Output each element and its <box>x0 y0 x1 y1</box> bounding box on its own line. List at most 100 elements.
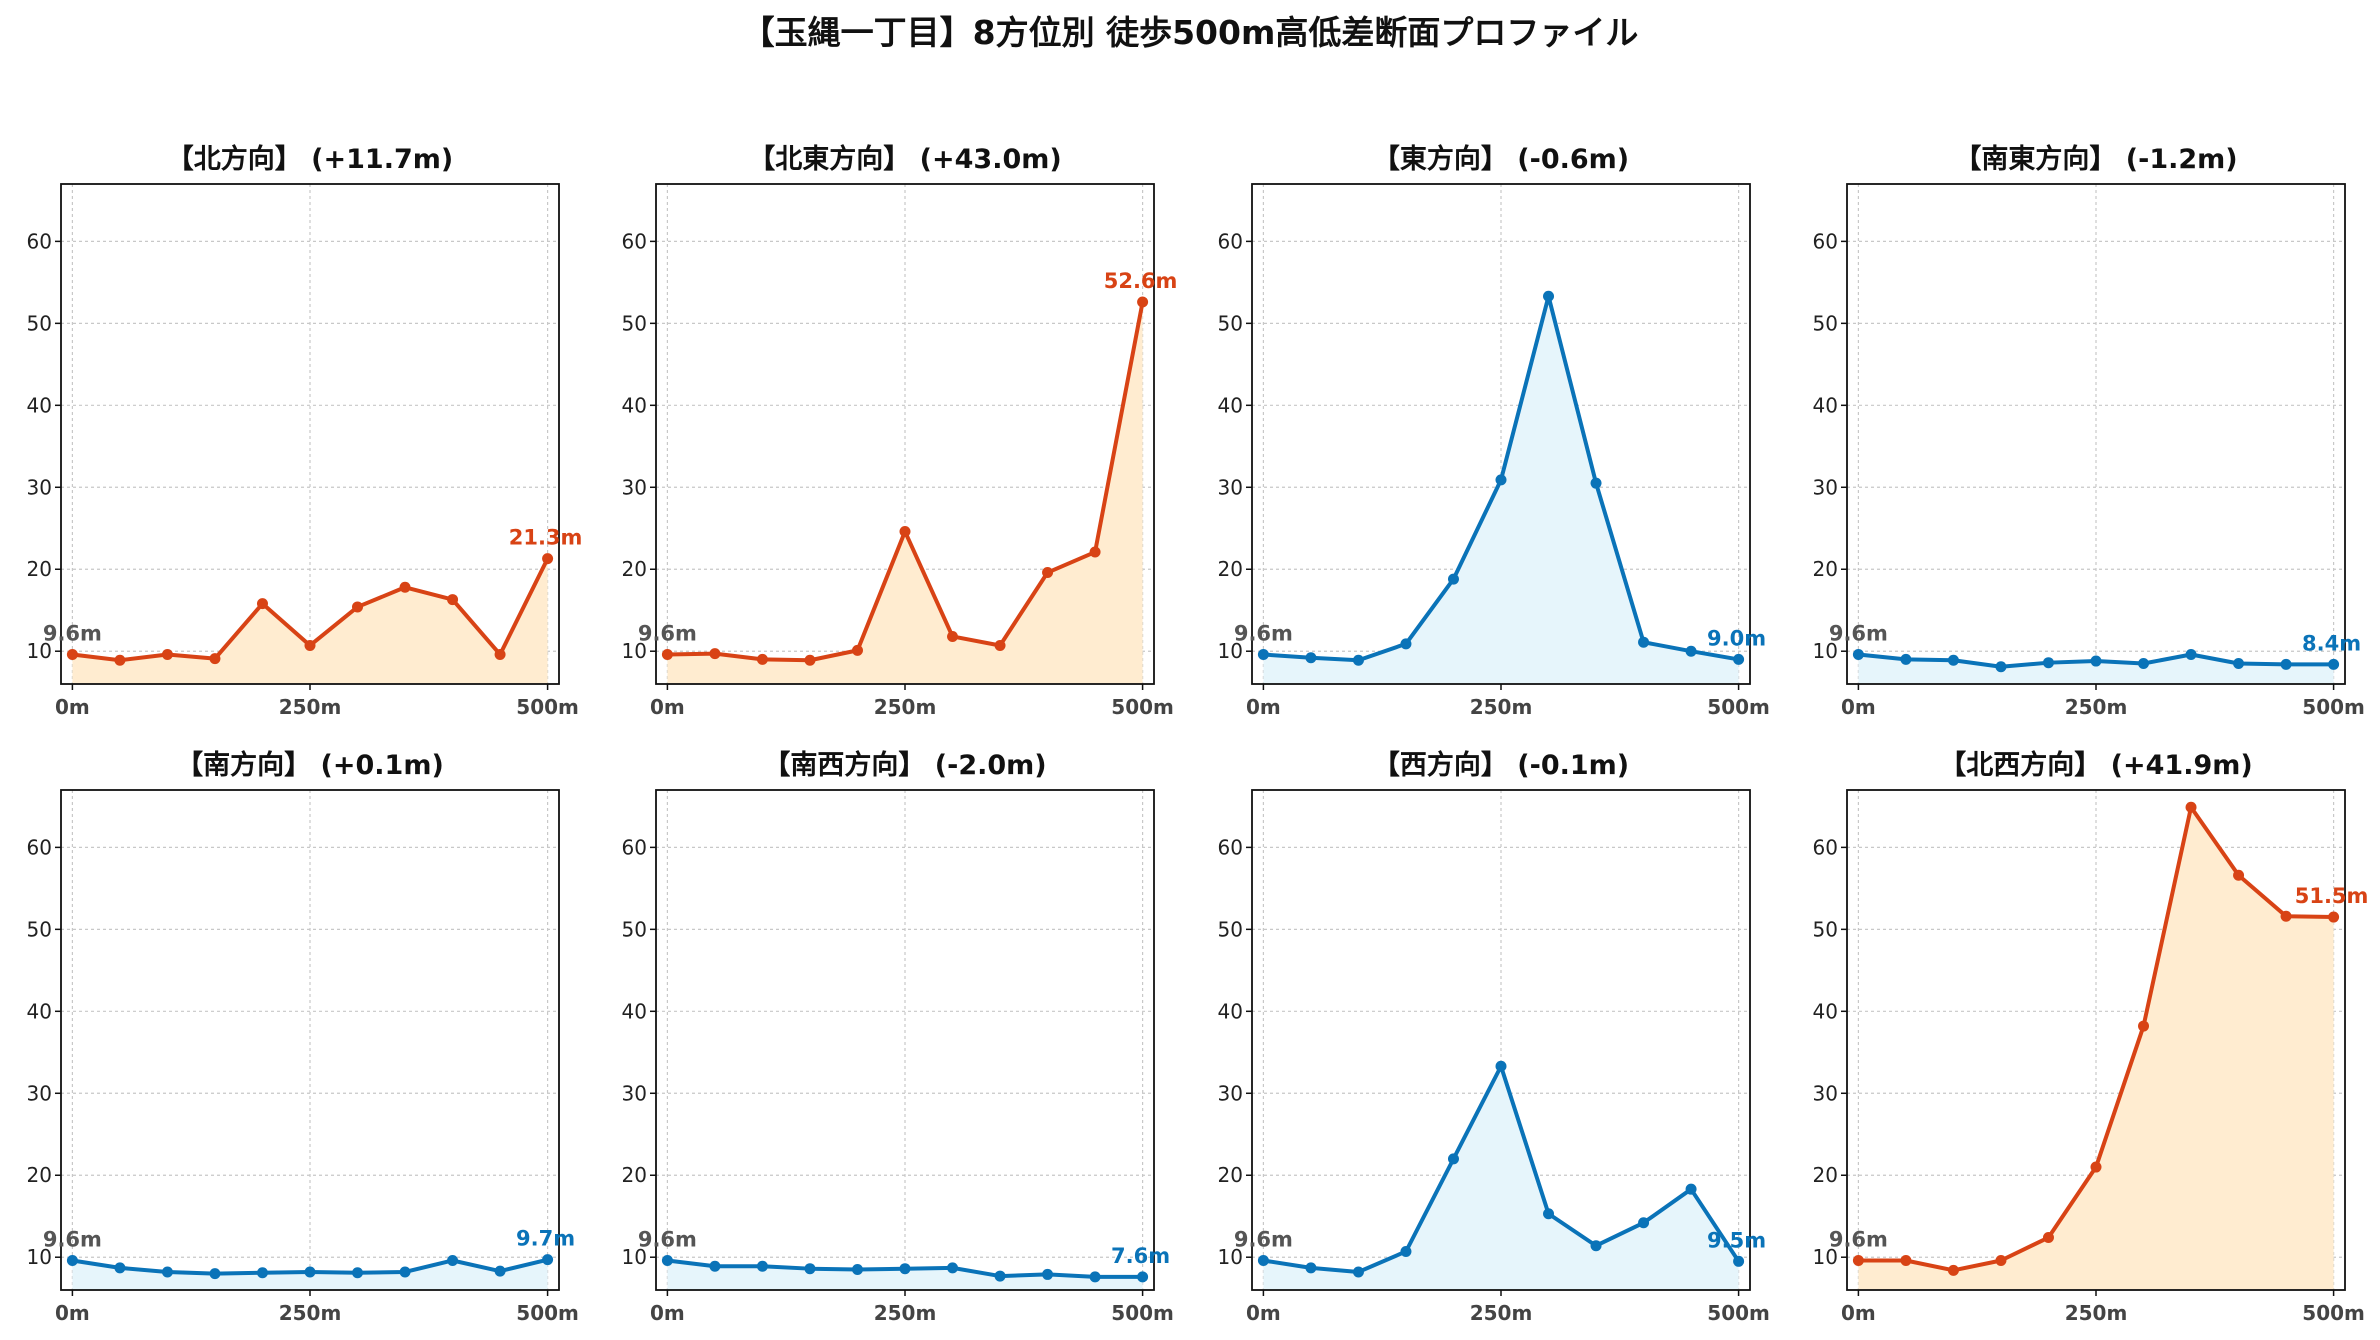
y-tick-label: 20 <box>27 1163 52 1187</box>
y-tick-label: 40 <box>1813 999 1838 1023</box>
y-tick-label: 50 <box>1218 917 1243 941</box>
data-point <box>1305 1262 1317 1274</box>
data-point <box>161 1266 173 1278</box>
data-point <box>1995 1254 2007 1266</box>
profile-panel: 【北西方向】 (+41.9m) 10 20 30 40 50 60 0m 250m 500m 9.6… <box>1813 749 2369 1325</box>
start-elevation-label: 9.6m <box>638 621 697 645</box>
start-elevation-label: 9.6m <box>1234 621 1293 645</box>
data-point <box>709 1260 721 1272</box>
y-tick-label: 10 <box>1813 1245 1838 1269</box>
profile-panel: 【北方向】 (+11.7m) 10 20 30 40 50 60 0m 250m 500m 9.6m… <box>27 143 583 719</box>
y-tick-label: 60 <box>1813 229 1838 253</box>
data-point <box>804 654 816 666</box>
panel-title: 【南方向】 (+0.1m) <box>176 749 444 781</box>
y-tick-label: 40 <box>622 393 647 417</box>
data-point <box>2185 801 2197 813</box>
data-point <box>851 1264 863 1276</box>
y-tick-label: 50 <box>27 311 52 335</box>
y-tick-label: 50 <box>622 311 647 335</box>
data-point <box>851 644 863 656</box>
data-point <box>661 1254 673 1266</box>
profile-panel: 【南方向】 (+0.1m) 10 20 30 40 50 60 0m 250m 500m 9.6m 9… <box>27 749 579 1325</box>
data-point <box>399 581 411 593</box>
y-tick-label: 10 <box>622 639 647 663</box>
panel-title: 【北西方向】 (+41.9m) <box>1939 749 2252 781</box>
y-tick-label: 40 <box>622 999 647 1023</box>
end-elevation-label: 52.6m <box>1104 269 1178 293</box>
data-point <box>1042 1268 1054 1280</box>
data-point <box>494 648 506 660</box>
x-tick-label: 500m <box>2302 695 2365 719</box>
data-point <box>352 601 364 613</box>
panel-title: 【東方向】 (-0.6m) <box>1373 143 1629 175</box>
start-elevation-label: 9.6m <box>43 621 102 645</box>
data-point <box>494 1265 506 1277</box>
data-point <box>2233 658 2245 670</box>
data-point <box>1543 290 1555 302</box>
data-point <box>1638 636 1650 648</box>
panel-title: 【西方向】 (-0.1m) <box>1373 749 1629 781</box>
data-point <box>1685 645 1697 657</box>
data-point <box>1638 1217 1650 1229</box>
start-elevation-label: 9.6m <box>638 1227 697 1251</box>
x-tick-label: 250m <box>2065 1301 2128 1325</box>
y-tick-label: 60 <box>622 835 647 859</box>
data-point <box>1137 1271 1149 1283</box>
data-point <box>1947 654 1959 666</box>
area-fill <box>667 302 1143 684</box>
y-tick-label: 20 <box>1218 1163 1243 1187</box>
area-fill <box>1858 807 2334 1290</box>
data-point <box>256 598 268 610</box>
data-point <box>209 653 221 665</box>
y-tick-label: 50 <box>1813 917 1838 941</box>
y-tick-label: 20 <box>622 557 647 581</box>
end-elevation-label: 7.6m <box>1111 1244 1170 1268</box>
data-point <box>2090 1161 2102 1173</box>
data-point <box>2328 911 2340 923</box>
y-tick-label: 60 <box>27 835 52 859</box>
data-point <box>1733 653 1745 665</box>
data-point <box>2138 658 2150 670</box>
y-tick-label: 60 <box>1218 229 1243 253</box>
y-tick-label: 40 <box>1813 393 1838 417</box>
y-tick-label: 10 <box>1813 639 1838 663</box>
data-point <box>1900 1254 1912 1266</box>
y-tick-label: 50 <box>1218 311 1243 335</box>
x-tick-label: 250m <box>279 1301 342 1325</box>
data-point <box>1495 1060 1507 1072</box>
x-tick-label: 0m <box>1841 695 1876 719</box>
panel-title: 【南東方向】 (-1.2m) <box>1954 143 2237 175</box>
profile-panel: 【西方向】 (-0.1m) 10 20 30 40 50 60 0m 250m 500m 9.6m 9… <box>1218 749 1770 1325</box>
x-tick-label: 0m <box>55 1301 90 1325</box>
y-tick-label: 60 <box>622 229 647 253</box>
x-tick-label: 0m <box>650 695 685 719</box>
y-tick-label: 10 <box>27 1245 52 1269</box>
x-tick-label: 250m <box>2065 695 2128 719</box>
data-point <box>1733 1255 1745 1267</box>
data-point <box>1447 573 1459 585</box>
x-tick-label: 500m <box>516 695 579 719</box>
panel-title: 【北方向】 (+11.7m) <box>167 143 453 175</box>
data-point <box>1352 654 1364 666</box>
y-tick-label: 20 <box>1218 557 1243 581</box>
figure-title: 【玉縄一丁目】8方位別 徒歩500m高低差断面プロファイル <box>742 13 1639 52</box>
data-point <box>899 1263 911 1275</box>
data-point <box>1400 1245 1412 1257</box>
y-tick-label: 20 <box>622 1163 647 1187</box>
y-tick-label: 60 <box>1218 835 1243 859</box>
y-tick-label: 40 <box>1218 393 1243 417</box>
data-point <box>994 1270 1006 1282</box>
data-point <box>1900 653 1912 665</box>
data-point <box>161 648 173 660</box>
data-point <box>447 594 459 606</box>
data-point <box>542 1254 554 1266</box>
y-tick-label: 60 <box>27 229 52 253</box>
y-tick-label: 10 <box>1218 639 1243 663</box>
data-point <box>209 1268 221 1280</box>
data-point <box>1352 1266 1364 1278</box>
data-point <box>2280 910 2292 922</box>
x-tick-label: 0m <box>1246 695 1281 719</box>
data-point <box>756 653 768 665</box>
y-tick-label: 20 <box>1813 557 1838 581</box>
y-tick-label: 10 <box>1218 1245 1243 1269</box>
